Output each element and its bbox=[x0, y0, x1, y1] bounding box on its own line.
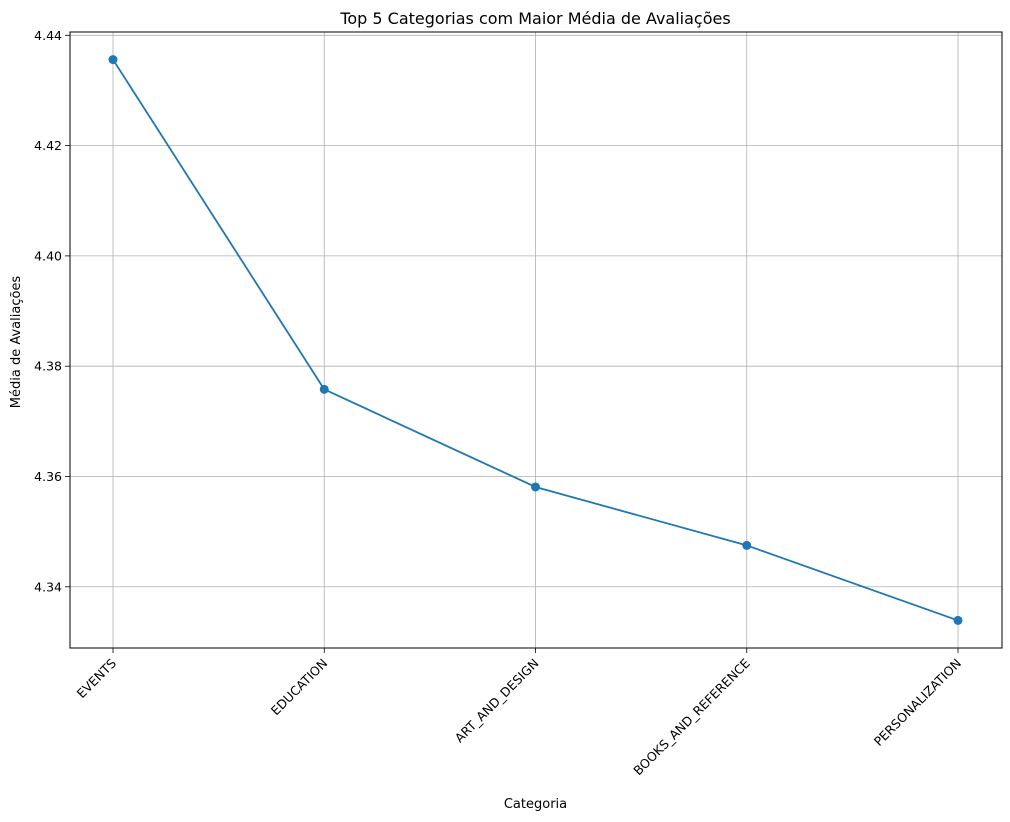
y-tick-label: 4.38 bbox=[34, 359, 62, 374]
grid bbox=[70, 32, 1002, 648]
y-tick-label: 4.40 bbox=[34, 248, 62, 263]
x-tick-label: EDUCATION bbox=[268, 656, 331, 719]
y-tick-label: 4.44 bbox=[34, 28, 62, 43]
x-axis-ticks: EVENTS EDUCATION ART_AND_DESIGN BOOKS_AND_R… bbox=[74, 648, 964, 778]
x-axis-label: Categoria bbox=[504, 797, 567, 812]
data-point bbox=[953, 615, 963, 625]
y-tick-label: 4.42 bbox=[34, 138, 62, 153]
x-tick-label: EVENTS bbox=[74, 655, 119, 700]
series-layer bbox=[108, 55, 963, 625]
x-tick-label: BOOKS_AND_REFERENCE bbox=[630, 655, 753, 778]
y-tick-label: 4.34 bbox=[34, 579, 62, 594]
y-axis-ticks: 4.34 4.36 4.38 4.40 4.42 4.44 bbox=[34, 28, 70, 594]
plot-frame bbox=[69, 31, 1003, 649]
x-tick-label: PERSONALIZATION bbox=[871, 656, 964, 749]
data-point bbox=[319, 384, 329, 394]
chart-title: Top 5 Categorias com Maior Média de Aval… bbox=[339, 9, 730, 28]
y-axis-label: Média de Avaliações bbox=[9, 276, 24, 409]
data-point bbox=[108, 55, 118, 65]
data-point bbox=[742, 540, 752, 550]
data-point bbox=[531, 482, 540, 492]
y-tick-label: 4.36 bbox=[34, 469, 62, 484]
x-tick-label: ART_AND_DESIGN bbox=[452, 656, 542, 746]
